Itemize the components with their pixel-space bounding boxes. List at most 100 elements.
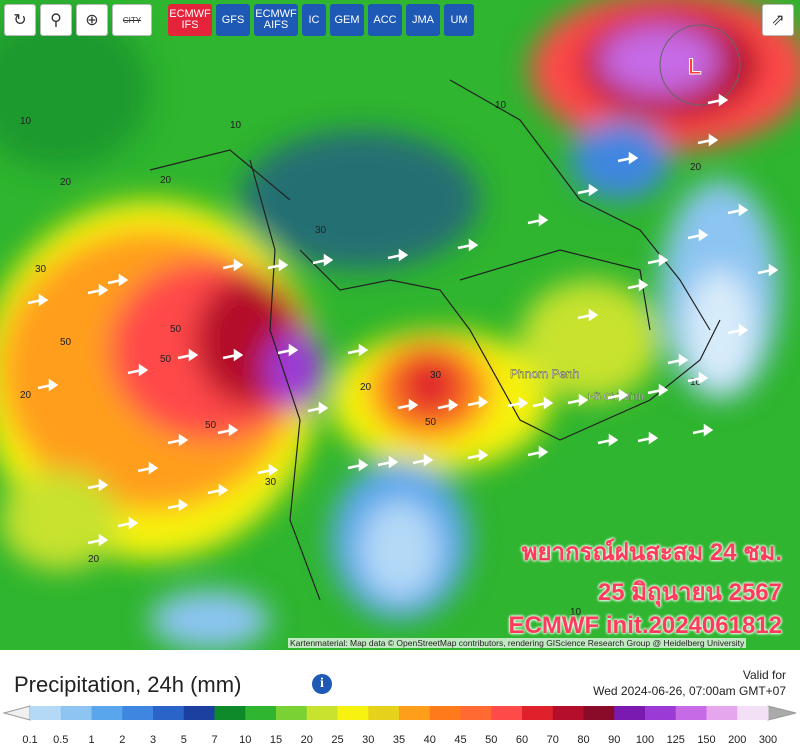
scale-segment [491, 706, 523, 720]
scale-segment [337, 706, 369, 720]
model-button[interactable]: GEM [330, 4, 364, 36]
wind-arrow [87, 533, 109, 547]
scale-label: 125 [667, 734, 685, 746]
contour-label: 50 [425, 417, 437, 428]
map: 20 20 30 30 50 50 50 50 30 20 20 10 10 10 20 30 50 10 20 10… [0, 0, 800, 650]
scale-segment [276, 706, 308, 720]
model-button[interactable]: JMA [406, 4, 440, 36]
overlay-text: ECMWF init.2024061812 [508, 612, 782, 639]
scale-label: 15 [270, 734, 282, 746]
wind-arrow [507, 396, 529, 410]
scale-label: 1 [88, 734, 94, 746]
contour-label: 20 [60, 177, 72, 188]
wind-arrow [257, 463, 279, 477]
tool-button[interactable]: ⊕ [76, 4, 108, 36]
wind-arrow [607, 388, 629, 402]
overlay-text: 25 มิถุนายน 2567 [597, 579, 782, 606]
wind-arrow [467, 448, 489, 462]
wind-arrow [87, 283, 109, 297]
contour-label: 10 [690, 377, 702, 388]
scale-label: 35 [393, 734, 405, 746]
wind-arrow [567, 393, 589, 407]
legend-title: Precipitation, 24h (mm) [14, 672, 242, 697]
wind-arrow [207, 483, 229, 497]
wind-arrow [377, 455, 399, 469]
wind-arrow [692, 423, 714, 437]
wind-arrow [167, 498, 189, 512]
scale-segment [368, 706, 400, 720]
scale-segment [737, 706, 769, 720]
scale-label: 2 [119, 734, 125, 746]
wind-arrow [217, 423, 239, 437]
wind-arrow [347, 343, 369, 357]
scale-segment [429, 706, 461, 720]
wind-arrow [727, 203, 749, 217]
wind-arrow [437, 398, 459, 412]
wind-arrow [577, 308, 599, 322]
wind-arrow [387, 248, 409, 262]
wind-arrow [167, 433, 189, 447]
scale-label: 150 [697, 734, 715, 746]
scale-segment [214, 706, 246, 720]
model-button[interactable]: GFS [216, 4, 250, 36]
scale-segment [399, 706, 431, 720]
overlay-text: พยากรณ์ฝนสะสม 24 ชม. [521, 539, 782, 566]
model-button[interactable]: IC [302, 4, 326, 36]
contour-label: 20 [690, 162, 702, 173]
scale-label: 80 [577, 734, 589, 746]
wind-arrow [527, 445, 549, 459]
model-button[interactable]: ECMWF AIFS [254, 4, 298, 36]
wind-arrow [687, 228, 709, 242]
share-button[interactable]: ⇗ [762, 4, 794, 36]
wind-arrow [697, 133, 719, 147]
scale-label: 25 [331, 734, 343, 746]
wind-arrow [617, 151, 639, 165]
wind-arrow [667, 353, 689, 367]
wind-arrow [707, 93, 729, 107]
contour-label: 50 [170, 324, 182, 335]
scale-segment [552, 706, 584, 720]
low-marker: L [688, 54, 701, 79]
scale-label: 45 [454, 734, 466, 746]
wind-arrow [312, 253, 334, 267]
contour-label: 50 [60, 337, 72, 348]
wind-arrow [222, 258, 244, 272]
wind-arrow [637, 431, 659, 445]
scale-label: 30 [362, 734, 374, 746]
contour-label: 20 [88, 554, 100, 565]
wind-arrow [532, 396, 554, 410]
wind-arrow [267, 258, 289, 272]
wind-arrow [137, 461, 159, 475]
scale-label: 50 [485, 734, 497, 746]
contour-label: 50 [160, 354, 172, 365]
borders [149, 79, 721, 601]
model-button[interactable]: ECMWF IFS [168, 4, 212, 36]
scale-segment [60, 706, 92, 720]
scale-label: 100 [636, 734, 654, 746]
contour-label: 10 [20, 116, 32, 127]
scale-label: 60 [516, 734, 528, 746]
contour-label: 20 [20, 390, 32, 401]
scale-segment [706, 706, 738, 720]
scale-segment [583, 706, 615, 720]
scale-segment [153, 706, 185, 720]
model-button[interactable]: UM [444, 4, 474, 36]
place-label: Phnom Penh [510, 367, 579, 381]
scale-label: 0.1 [22, 734, 37, 746]
wind-arrow [117, 516, 139, 530]
info-button[interactable]: i [312, 674, 332, 694]
valid-label: Valid for [742, 668, 786, 682]
scale-segment [460, 706, 492, 720]
city-button[interactable]: CITY [112, 4, 152, 36]
wind-arrow [527, 213, 549, 227]
wind-arrow [222, 348, 244, 362]
tool-button[interactable]: ⚲ [40, 4, 72, 36]
scale-label: 0.5 [53, 734, 68, 746]
model-button[interactable]: ACC [368, 4, 402, 36]
scale-label: 7 [211, 734, 217, 746]
scale-label: 90 [608, 734, 620, 746]
tool-button[interactable]: ↻ [4, 4, 36, 36]
wind-arrow [757, 263, 779, 277]
scale-label: 3 [150, 734, 156, 746]
